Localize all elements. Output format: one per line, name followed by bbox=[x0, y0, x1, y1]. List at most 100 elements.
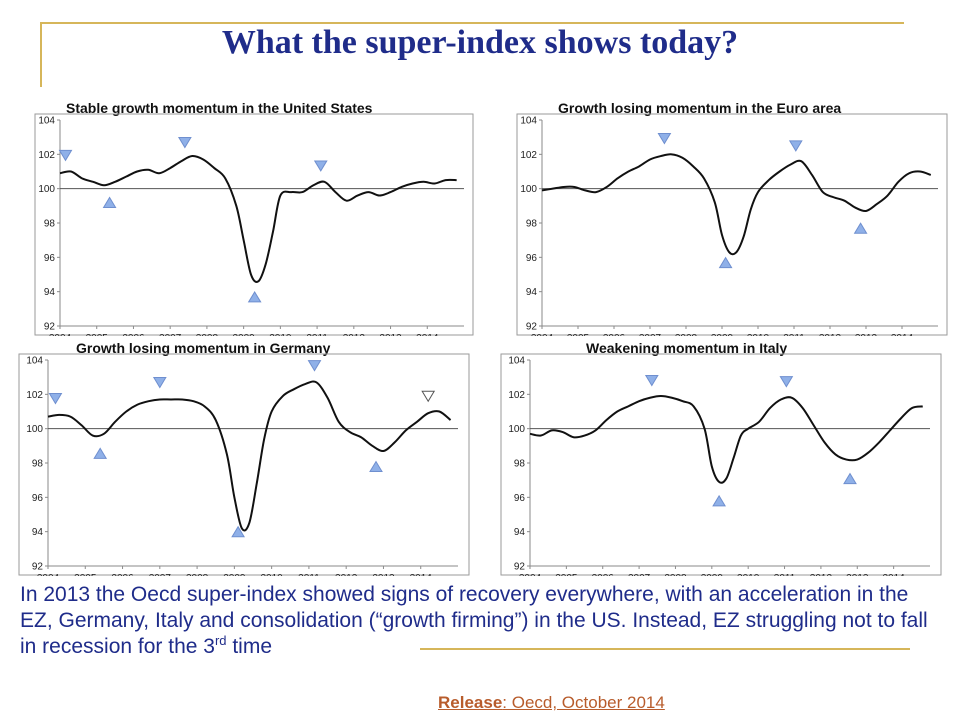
trough-marker bbox=[853, 222, 868, 234]
chart-frame bbox=[18, 353, 470, 576]
caption-superscript: rd bbox=[214, 633, 227, 648]
x-tick-label: 2007 bbox=[149, 573, 172, 576]
series-line bbox=[59, 155, 457, 283]
x-tick-label: 2011 bbox=[306, 333, 328, 336]
x-tick-label: 2013 bbox=[855, 333, 878, 336]
y-tick-label: 94 bbox=[526, 287, 538, 298]
y-tick-label: 104 bbox=[508, 356, 525, 367]
x-tick-label: 2009 bbox=[701, 573, 724, 576]
peak-marker bbox=[788, 140, 803, 152]
y-tick-label: 98 bbox=[44, 219, 56, 230]
series-line bbox=[541, 153, 932, 256]
release-label: Release bbox=[438, 693, 503, 712]
peak-marker bbox=[779, 376, 794, 388]
y-tick-label: 104 bbox=[520, 116, 537, 127]
trough-marker bbox=[843, 472, 857, 485]
x-tick-label: 2013 bbox=[846, 573, 869, 576]
y-tick-label: 100 bbox=[38, 184, 55, 195]
x-tick-label: 2008 bbox=[664, 573, 687, 576]
y-tick-label: 96 bbox=[32, 493, 44, 504]
x-tick-label: 2011 bbox=[298, 573, 320, 576]
y-tick-label: 94 bbox=[44, 287, 56, 298]
chart-panel-us: Stable growth momentum in the United Sta… bbox=[34, 96, 474, 336]
x-tick-label: 2009 bbox=[711, 333, 734, 336]
peak-marker bbox=[177, 136, 192, 149]
x-tick-label: 2006 bbox=[111, 573, 134, 576]
x-tick-label: 2008 bbox=[196, 333, 219, 336]
caption: In 2013 the Oecd super-index showed sign… bbox=[20, 582, 930, 660]
trough-marker bbox=[102, 196, 117, 209]
x-tick-label: 2010 bbox=[261, 573, 284, 576]
x-tick-label: 2012 bbox=[810, 573, 833, 576]
x-tick-label: 2014 bbox=[883, 573, 906, 576]
y-tick-label: 92 bbox=[32, 562, 44, 573]
y-tick-label: 98 bbox=[526, 219, 538, 230]
x-tick-label: 2008 bbox=[186, 573, 209, 576]
trough-marker bbox=[369, 460, 383, 473]
x-tick-label: 2012 bbox=[335, 573, 358, 576]
peak-marker bbox=[152, 376, 167, 389]
x-tick-label: 2006 bbox=[603, 333, 626, 336]
peak-marker bbox=[307, 360, 322, 372]
chart-italy: 92 94 96 98 100 102 104 2004 2005 2006 2007 2008 200… bbox=[500, 353, 942, 576]
trough-marker bbox=[712, 494, 726, 507]
x-tick-label: 2009 bbox=[223, 573, 246, 576]
y-tick-label: 94 bbox=[514, 527, 526, 538]
chart-frame bbox=[516, 113, 948, 336]
y-tick-label: 92 bbox=[44, 322, 56, 333]
x-tick-label: 2004 bbox=[531, 333, 554, 336]
y-tick-label: 98 bbox=[32, 459, 44, 470]
y-tick-label: 102 bbox=[520, 150, 537, 161]
x-tick-label: 2005 bbox=[567, 333, 590, 336]
page-title: What the super-index shows today? bbox=[221, 24, 739, 61]
x-tick-label: 2008 bbox=[675, 333, 698, 336]
y-tick-label: 104 bbox=[38, 116, 55, 127]
release-link[interactable]: Release: Oecd, October 2014 bbox=[438, 693, 665, 713]
x-tick-label: 2012 bbox=[819, 333, 842, 336]
chart-frame bbox=[500, 353, 942, 576]
x-tick-label: 2005 bbox=[555, 573, 578, 576]
bottom-rule bbox=[420, 648, 910, 650]
y-tick-label: 100 bbox=[508, 424, 525, 435]
x-tick-label: 2014 bbox=[891, 333, 914, 336]
x-tick-label: 2004 bbox=[49, 333, 72, 336]
trough-marker bbox=[718, 256, 733, 269]
x-tick-label: 2006 bbox=[592, 573, 615, 576]
x-tick-label: 2012 bbox=[343, 333, 366, 336]
x-tick-label: 2014 bbox=[410, 573, 433, 576]
chart-panel-italy: Weakening momentum in Italy 92 94 96 98 100 1… bbox=[500, 336, 942, 576]
peak-marker bbox=[58, 149, 73, 162]
trough-marker bbox=[247, 290, 262, 303]
trough-marker bbox=[93, 447, 108, 459]
y-tick-label: 96 bbox=[44, 253, 56, 264]
x-tick-label: 2005 bbox=[74, 573, 97, 576]
chart-panel-germany: Growth losing momentum in Germany 92 94 96… bbox=[18, 336, 470, 576]
chart-title: Growth losing momentum in the Euro area bbox=[558, 100, 842, 116]
y-tick-label: 92 bbox=[526, 322, 538, 333]
y-tick-label: 98 bbox=[514, 459, 526, 470]
chart-frame bbox=[34, 113, 474, 336]
chart-euro: 92 94 96 98 100 102 104 2004 2005 2006 2007 2008 200… bbox=[516, 113, 948, 336]
x-tick-label: 2010 bbox=[269, 333, 292, 336]
y-tick-label: 102 bbox=[508, 390, 525, 401]
chart-germany: 92 94 96 98 100 102 104 2004 2005 2006 2007 2008 200… bbox=[18, 353, 470, 576]
peak-marker bbox=[644, 374, 659, 387]
peak-marker bbox=[313, 160, 328, 172]
top-rule bbox=[40, 22, 904, 24]
x-tick-label: 2014 bbox=[416, 333, 439, 336]
x-tick-label: 2007 bbox=[628, 573, 651, 576]
peak-marker bbox=[657, 132, 672, 145]
x-tick-label: 2010 bbox=[747, 333, 770, 336]
left-rule bbox=[40, 22, 42, 87]
series-line bbox=[47, 380, 452, 532]
x-tick-label: 2009 bbox=[233, 333, 256, 336]
x-tick-label: 2004 bbox=[519, 573, 542, 576]
chart-title: Stable growth momentum in the United Sta… bbox=[66, 100, 373, 116]
x-tick-label: 2007 bbox=[639, 333, 662, 336]
caption-text: In 2013 the Oecd super-index showed sign… bbox=[20, 583, 928, 658]
y-tick-label: 96 bbox=[526, 253, 538, 264]
caption-tail: time bbox=[226, 635, 273, 658]
x-tick-label: 2007 bbox=[159, 333, 182, 336]
y-tick-label: 92 bbox=[514, 562, 526, 573]
y-tick-label: 104 bbox=[26, 356, 43, 367]
